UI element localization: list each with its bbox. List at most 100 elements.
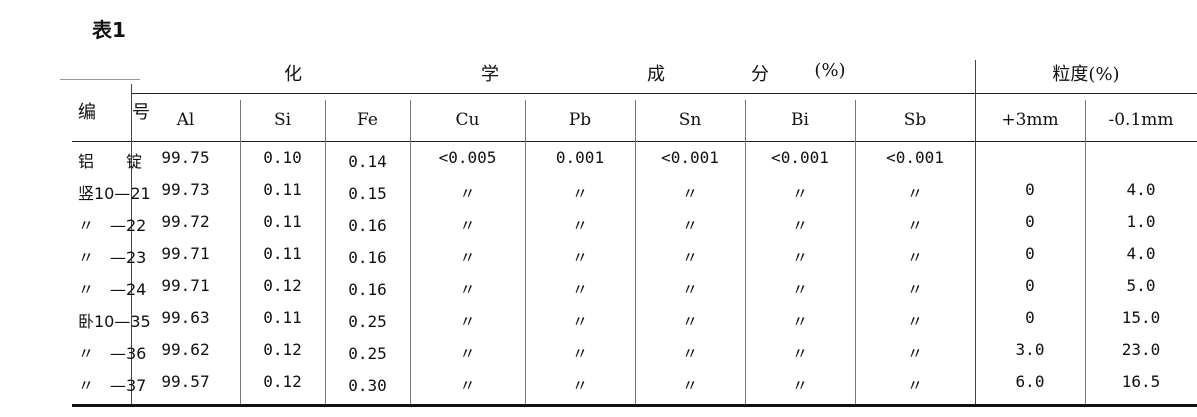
header-chem-group-char: 分 (751, 64, 769, 85)
table-cell: 0 (1025, 308, 1035, 327)
table-cell: 23.0 (1121, 340, 1161, 359)
table-cell: 99.57 (161, 372, 210, 391)
table-cell: 〃 (681, 216, 698, 235)
table-cell: 0.16 (348, 216, 387, 235)
table-cell: 〃 (791, 280, 808, 299)
row-id: 〃 —22 (78, 216, 147, 235)
table-cell: 0.15 (348, 184, 387, 203)
table-cell: 〃 (459, 280, 476, 299)
column-header: Cu (455, 110, 480, 130)
table-cell: 〃 (459, 344, 476, 363)
table-cell: 〃 (791, 216, 808, 235)
table-cell: 0.30 (348, 376, 387, 395)
row-id: 卧10—35 (78, 312, 151, 331)
table-cell: 〃 (791, 248, 808, 267)
column-divider (325, 100, 326, 404)
table-cell: 〃 (571, 312, 588, 331)
table-cell: 99.75 (161, 148, 210, 167)
table-cell: 〃 (459, 216, 476, 235)
table-cell: 0.11 (263, 212, 302, 231)
table-cell: 〃 (906, 184, 923, 203)
table-cell: 〃 (681, 280, 698, 299)
column-divider (745, 100, 746, 404)
header-top-line (60, 79, 140, 80)
table-cell: 6.0 (1015, 372, 1045, 391)
table-title: 表1 (92, 18, 126, 42)
column-header: Bi (791, 110, 809, 130)
row-id: 〃 —23 (78, 248, 147, 267)
header-chem-group-char: 成 (647, 64, 665, 85)
table-cell: 0.11 (263, 180, 302, 199)
table-cell: 〃 (571, 280, 588, 299)
table-cell: 0.12 (263, 372, 302, 391)
column-header: Sn (678, 110, 702, 130)
table-cell: 0 (1025, 180, 1035, 199)
table-cell: 0.25 (348, 312, 387, 331)
group-divider (975, 60, 976, 404)
table-cell: 99.63 (161, 308, 210, 327)
column-divider (1085, 100, 1086, 404)
table-cell: 〃 (906, 344, 923, 363)
table-cell: 〃 (906, 280, 923, 299)
row-id: 〃 —24 (78, 280, 147, 299)
table-cell: 〃 (571, 376, 588, 395)
table-cell: 〃 (906, 216, 923, 235)
header-chem-group-char: 化 (284, 64, 302, 85)
table-cell: 1.0 (1126, 212, 1156, 231)
table-cell: 〃 (571, 184, 588, 203)
table-cell: 〃 (791, 376, 808, 395)
header-size-group: 粒度(%) (1052, 64, 1120, 85)
table-cell: 99.71 (161, 276, 210, 295)
row-id: 〃 —36 (78, 344, 147, 363)
table-cell: 0.12 (263, 340, 302, 359)
table-cell: <0.001 (886, 148, 944, 167)
table-cell: 〃 (681, 344, 698, 363)
table-cell: 5.0 (1126, 276, 1156, 295)
table-cell: 0.001 (555, 148, 605, 167)
table-cell: 0.12 (263, 276, 302, 295)
table-cell: 〃 (571, 216, 588, 235)
header-bottom-line (72, 141, 1197, 142)
id-divider (131, 84, 132, 404)
table-cell: 〃 (681, 376, 698, 395)
column-divider (410, 100, 411, 404)
column-divider (240, 100, 241, 404)
header-chem-group-char: 学 (481, 64, 499, 85)
table-cell: 0.25 (348, 344, 387, 363)
row-id: 铝 锭 (78, 152, 143, 171)
table-cell: 99.73 (161, 180, 210, 199)
row-id: 竖10—21 (78, 184, 151, 203)
table-cell: 0.11 (263, 308, 302, 327)
table-cell: 〃 (681, 312, 698, 331)
table-cell: 〃 (459, 312, 476, 331)
table-cell: 0.14 (348, 152, 387, 171)
table-cell: 0 (1025, 276, 1035, 295)
table-cell: 〃 (571, 248, 588, 267)
column-header: Al (176, 110, 195, 130)
table-cell: 16.5 (1121, 372, 1161, 391)
header-chem-group-char: (%) (814, 60, 846, 81)
column-header: -0.1mm (1108, 110, 1174, 130)
table-cell: 0.16 (348, 280, 387, 299)
column-header: Sb (903, 110, 927, 130)
table-cell: 0.10 (263, 148, 302, 167)
column-header: Fe (357, 110, 378, 130)
table-cell: 〃 (906, 312, 923, 331)
table-cell: 99.62 (161, 340, 210, 359)
column-divider (525, 100, 526, 404)
table-cell: 15.0 (1121, 308, 1161, 327)
table-cell: 〃 (681, 248, 698, 267)
table-cell: 99.71 (161, 244, 210, 263)
bottom-rule (72, 404, 1197, 407)
table-cell: 〃 (906, 376, 923, 395)
table-cell: 〃 (571, 344, 588, 363)
table-cell: <0.001 (771, 148, 829, 167)
table-cell: 0 (1025, 244, 1035, 263)
table-cell: 0.16 (348, 248, 387, 267)
table-cell: 3.0 (1015, 340, 1045, 359)
table-cell: 〃 (459, 184, 476, 203)
table-cell: <0.005 (438, 148, 497, 167)
column-divider (635, 100, 636, 404)
row-id: 〃 —37 (78, 376, 147, 395)
table-cell: <0.001 (661, 148, 719, 167)
